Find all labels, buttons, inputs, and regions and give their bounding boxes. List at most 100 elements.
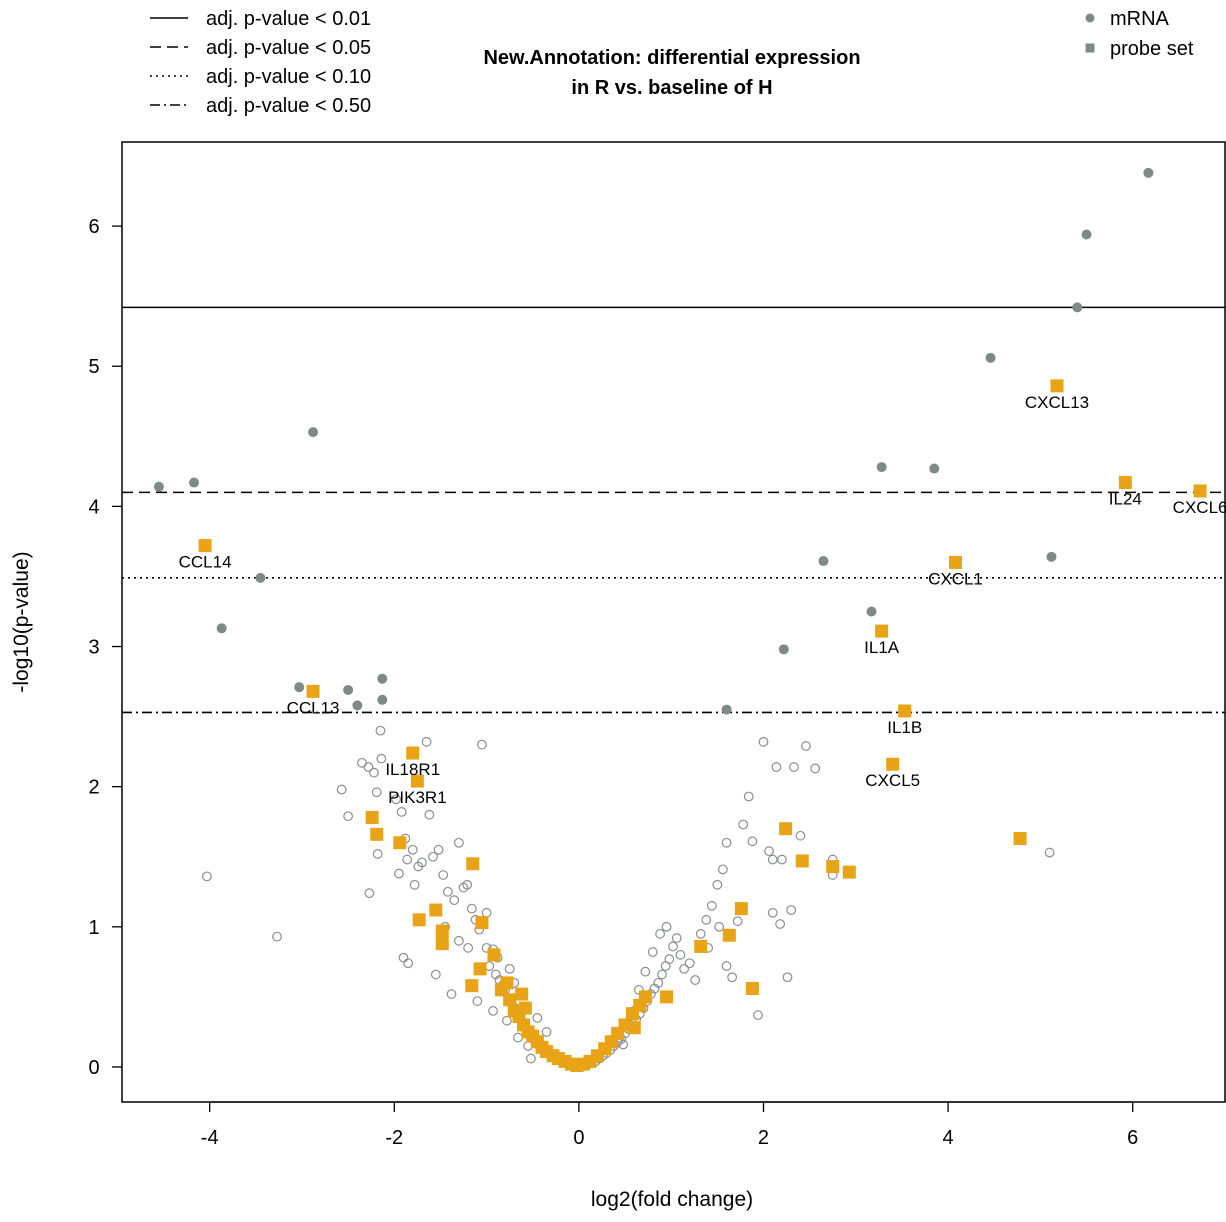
mrna-point [810, 763, 821, 774]
probe-set-point [365, 811, 379, 825]
mrna-point [453, 935, 464, 946]
mrna-point [782, 972, 793, 983]
y-axis: 0 1 2 3 4 5 6 [88, 216, 122, 1079]
mrna-point [391, 794, 402, 805]
point-legend: mRNA probe set [1085, 8, 1194, 60]
y-axis-label: -log10(p-value) [10, 551, 33, 692]
x-tick-label: 6 [1127, 1127, 1138, 1149]
plot-title: New.Annotation: differential expression … [483, 47, 860, 99]
mrna-point [771, 762, 782, 772]
mrna-point [701, 914, 712, 925]
mrna-point [428, 851, 438, 862]
mrna-point [417, 857, 427, 868]
mrna-point [661, 921, 672, 932]
mrna-point [690, 975, 701, 985]
mrna-significant-point [153, 481, 164, 492]
mrna-point [369, 767, 379, 778]
probe-set-point [435, 937, 449, 951]
mrna-significant-point [188, 477, 199, 488]
gene-label: IL18R1 [385, 760, 440, 779]
mrna-point [371, 787, 382, 798]
probe-set-point [826, 860, 840, 874]
y-tick-label: 2 [88, 777, 99, 799]
x-tick-label: 0 [573, 1127, 584, 1149]
y-tick-label: 6 [88, 216, 99, 238]
mrna-point [409, 879, 420, 890]
mrna-significant-point [308, 427, 319, 438]
mrna-point [664, 954, 675, 964]
mrna-point [466, 903, 477, 914]
probe-set-point [875, 624, 889, 638]
mrna-point [501, 1015, 512, 1026]
legend-line-label: adj. p-value < 0.05 [206, 37, 371, 59]
mrna-point [647, 947, 658, 957]
x-tick-label: -4 [201, 1127, 219, 1149]
legend-line-label: adj. p-value < 0.10 [206, 66, 371, 88]
mrna-significant-point [818, 556, 829, 567]
mrna-point [743, 791, 754, 802]
gene-label: CCL13 [287, 698, 340, 717]
mrna-point [433, 844, 444, 855]
mrna-significant-point [985, 352, 996, 363]
mrna-point [747, 836, 758, 847]
gene-label: CXCL13 [1025, 393, 1089, 412]
legend-line-label: adj. p-value < 0.01 [206, 8, 371, 30]
probe-set-point [466, 857, 480, 871]
threshold-legend: adj. p-value < 0.01 adj. p-value < 0.05 ad… [150, 8, 371, 117]
probe-set-point [795, 854, 809, 868]
mrna-significant-point [778, 644, 789, 655]
probe-set-point [1013, 832, 1027, 846]
mrna-point [738, 819, 749, 830]
mrna-point [438, 870, 449, 880]
probe-set-point [842, 865, 856, 879]
probe-set-point [406, 746, 420, 760]
mrna-point [424, 809, 435, 820]
probe-set-point [435, 924, 449, 938]
mrna-point [472, 996, 483, 1006]
legend-line-label: adj. p-value < 0.50 [206, 95, 371, 117]
legend-mrna-marker [1085, 13, 1095, 23]
mrna-point [727, 972, 738, 983]
probe-set-point [638, 990, 652, 1004]
probe-set-point [898, 704, 912, 718]
mrna-point [721, 961, 732, 971]
probe-set-point [475, 916, 489, 930]
mrna-point [706, 900, 717, 911]
x-tick-label: -2 [385, 1127, 403, 1149]
mrna-point [357, 757, 367, 768]
probe-set-point [518, 1001, 532, 1015]
probe-set-point [627, 1021, 641, 1035]
x-tick-label: 2 [758, 1127, 769, 1149]
mrna-point [684, 958, 695, 969]
mrna-point [777, 854, 787, 865]
mrna-significant-points [153, 167, 1154, 715]
mrna-point [449, 895, 460, 906]
mrna-point [767, 907, 778, 918]
mrna-point [477, 739, 487, 750]
mrna-point [407, 844, 418, 855]
mrna-significant-point [377, 673, 388, 684]
gene-label: CXCL5 [865, 771, 920, 790]
mrna-point [363, 762, 374, 772]
mrna-point [421, 736, 432, 747]
mrna-point [786, 905, 797, 915]
mrna-point [714, 921, 725, 932]
y-tick-label: 3 [88, 637, 99, 659]
mrna-point [758, 736, 769, 747]
mrna-point [364, 888, 375, 899]
probe-set-point [487, 948, 501, 962]
mrna-point [372, 849, 383, 859]
gene-label: IL1B [887, 718, 922, 737]
probe-set-point [1118, 476, 1132, 490]
mrna-significant-point [1143, 167, 1154, 178]
probe-set-points [198, 379, 1207, 1073]
mrna-point [488, 1006, 498, 1016]
mrna-point [789, 762, 799, 772]
mrna-point [695, 928, 706, 939]
mrna-point [732, 916, 743, 927]
probe-set-point [393, 836, 407, 850]
mrna-significant-point [866, 606, 877, 617]
mrna-significant-point [1046, 551, 1057, 562]
legend-probe-marker [1085, 43, 1095, 53]
mrna-point [398, 952, 409, 963]
